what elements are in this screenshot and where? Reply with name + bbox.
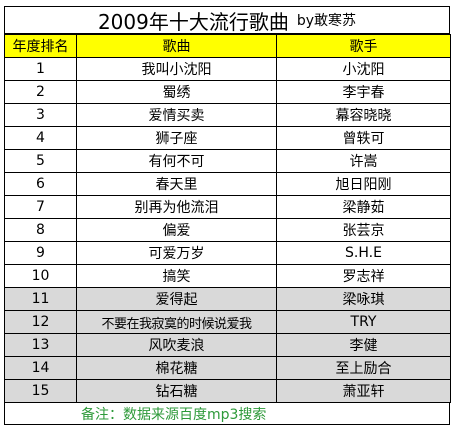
artist-cell: 旭日阳刚 (276, 172, 451, 196)
song-cell: 钻石糖 (76, 379, 277, 403)
table-row: 3 爱情买卖 幕容晓晓 (4, 103, 451, 127)
song-cell: 爱情买卖 (76, 103, 277, 127)
artist-cell: 至上励合 (276, 356, 451, 380)
song-cell: 爱得起 (76, 287, 277, 311)
table-row: 1 我叫小沈阳 小沈阳 (4, 57, 451, 81)
artist-cell: TRY (276, 310, 451, 334)
song-cell: 我叫小沈阳 (76, 57, 277, 81)
artist-cell: S.H.E (276, 241, 451, 265)
header-rank: 年度排名 (4, 34, 77, 58)
rank-cell: 4 (4, 126, 77, 150)
header-song: 歌曲 (76, 34, 277, 58)
ranking-table: 年度排名 歌曲 歌手 1 我叫小沈阳 小沈阳 2 蜀绣 李宇春 3 爱情买卖 幕… (4, 34, 451, 403)
table-row: 5 有何不可 许嵩 (4, 149, 451, 173)
artist-cell: 曾轶可 (276, 126, 451, 150)
song-cell: 狮子座 (76, 126, 277, 150)
rank-cell: 14 (4, 356, 77, 380)
table-row: 14 棉花糖 至上励合 (4, 356, 451, 380)
title-row: 2009年十大流行歌曲 by敢寒苏 (4, 6, 450, 34)
song-cell: 春天里 (76, 172, 277, 196)
header-artist: 歌手 (276, 34, 451, 58)
sheet-title: 2009年十大流行歌曲 (97, 9, 289, 34)
artist-cell: 幕容晓晓 (276, 103, 451, 127)
author-label: by敢寒苏 (296, 13, 357, 29)
table-row: 2 蜀绣 李宇春 (4, 80, 451, 104)
song-cell: 不要在我寂寞的时候说爱我 (76, 310, 277, 334)
rank-cell: 11 (4, 287, 77, 311)
song-cell: 偏爱 (76, 218, 277, 242)
artist-cell: 张芸京 (276, 218, 451, 242)
artist-cell: 罗志祥 (276, 264, 451, 288)
ranking-sheet: 2009年十大流行歌曲 by敢寒苏 年度排名 歌曲 歌手 1 我叫小沈阳 小沈阳… (4, 6, 451, 425)
song-cell: 有何不可 (76, 149, 277, 173)
table-row: 7 别再为他流泪 梁静茹 (4, 195, 451, 219)
table-row: 8 偏爱 张芸京 (4, 218, 451, 242)
song-cell: 棉花糖 (76, 356, 277, 380)
artist-cell: 许嵩 (276, 149, 451, 173)
header-row: 年度排名 歌曲 歌手 (4, 34, 451, 58)
table-row: 4 狮子座 曾轶可 (4, 126, 451, 150)
rank-cell: 3 (4, 103, 77, 127)
rank-cell: 15 (4, 379, 77, 403)
rank-cell: 6 (4, 172, 77, 196)
table-row: 10 搞笑 罗志祥 (4, 264, 451, 288)
song-cell: 可爱万岁 (76, 241, 277, 265)
artist-cell: 梁静茹 (276, 195, 451, 219)
source-note: 备注：数据来源百度mp3搜索 (4, 403, 450, 425)
song-cell: 蜀绣 (76, 80, 277, 104)
rank-cell: 7 (4, 195, 77, 219)
artist-cell: 萧亚轩 (276, 379, 451, 403)
rank-cell: 1 (4, 57, 77, 81)
table-row: 15 钻石糖 萧亚轩 (4, 379, 451, 403)
rank-cell: 9 (4, 241, 77, 265)
table-row: 6 春天里 旭日阳刚 (4, 172, 451, 196)
artist-cell: 小沈阳 (276, 57, 451, 81)
artist-cell: 李健 (276, 333, 451, 357)
rank-cell: 8 (4, 218, 77, 242)
rank-cell: 13 (4, 333, 77, 357)
table-row: 9 可爱万岁 S.H.E (4, 241, 451, 265)
rank-cell: 12 (4, 310, 77, 334)
song-cell: 搞笑 (76, 264, 277, 288)
artist-cell: 梁咏琪 (276, 287, 451, 311)
artist-cell: 李宇春 (276, 80, 451, 104)
table-row: 12 不要在我寂寞的时候说爱我 TRY (4, 310, 451, 334)
rank-cell: 2 (4, 80, 77, 104)
rank-cell: 5 (4, 149, 77, 173)
table-row: 13 风吹麦浪 李健 (4, 333, 451, 357)
song-cell: 别再为他流泪 (76, 195, 277, 219)
song-cell: 风吹麦浪 (76, 333, 277, 357)
table-row: 11 爱得起 梁咏琪 (4, 287, 451, 311)
rank-cell: 10 (4, 264, 77, 288)
